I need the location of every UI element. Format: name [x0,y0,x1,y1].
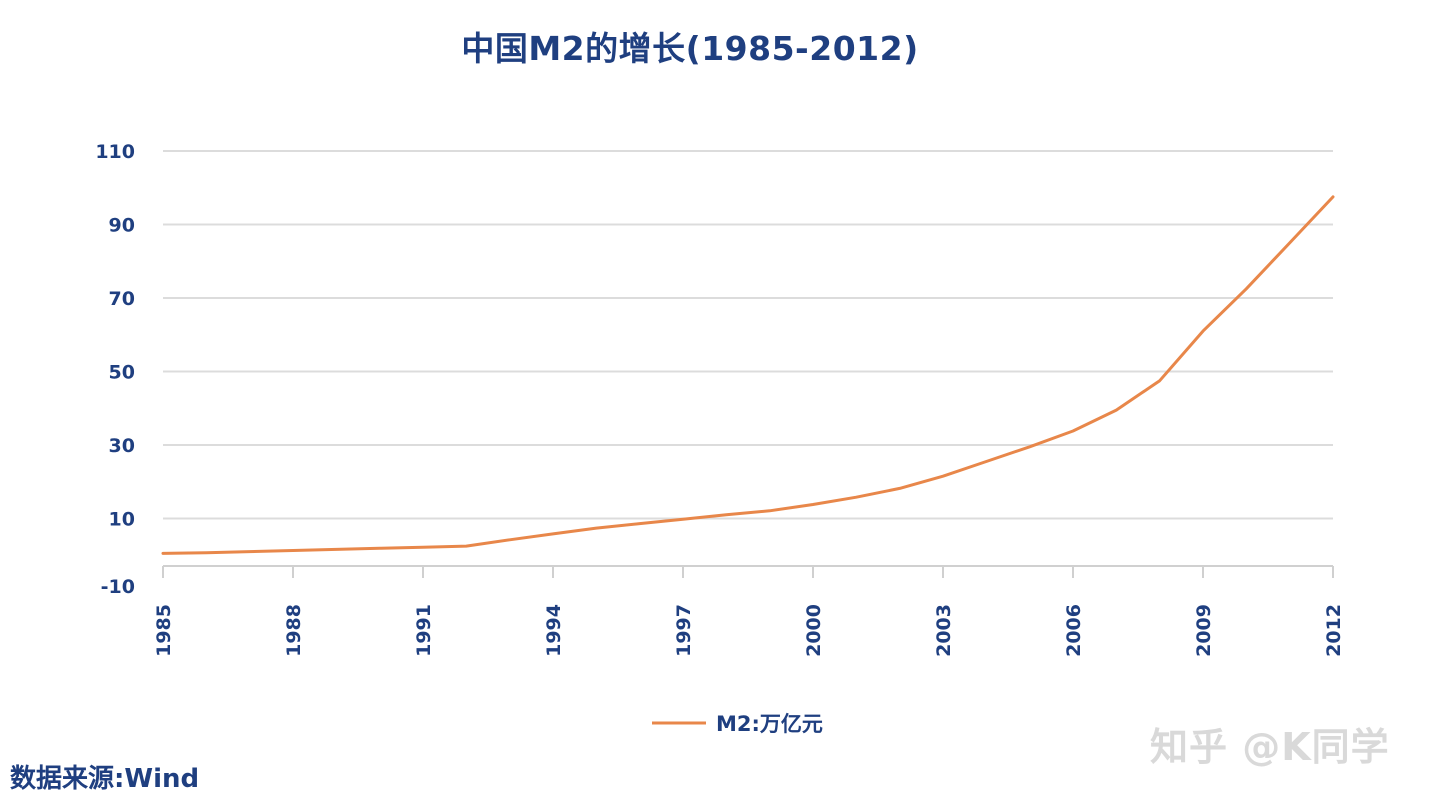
x-tick-label: 1988 [283,604,305,657]
x-tick-label: 2003 [933,604,955,657]
x-tick-label: 2006 [1063,604,1085,657]
series-line-0 [161,195,1335,555]
x-axis [162,565,1334,578]
y-tick-label: 90 [109,215,135,237]
y-tick-label: 10 [109,509,135,531]
y-tick-label: 50 [109,362,135,384]
x-tick-label: 1991 [413,604,435,657]
gridlines [163,150,1333,520]
x-axis-tick-labels: 1985 1988 1991 1994 1997 2000 2003 2006 2009 2012 [153,604,1345,657]
y-tick-label: -10 [101,576,135,598]
watermark: 知乎 @K同学 [1150,725,1390,769]
legend-label: M2:万亿元 [716,712,823,736]
legend: M2:万亿元 [652,712,823,736]
y-tick-label: 110 [95,141,135,163]
x-tick-label: 2009 [1193,604,1215,657]
x-tick-label: 1985 [153,604,175,657]
x-tick-label: 1994 [543,604,565,657]
y-axis-tick-labels: -10 10 30 50 70 90 110 [95,141,135,598]
series-layer [161,195,1335,555]
x-tick-label: 2012 [1323,604,1345,657]
chart-title: 中国M2的增长(1985-2012) [461,29,919,68]
y-tick-label: 70 [109,288,135,310]
x-tick-label: 1997 [673,604,695,657]
x-tick-label: 2000 [803,604,825,657]
source-note: 数据来源:Wind [10,764,200,794]
y-tick-label: 30 [109,435,135,457]
